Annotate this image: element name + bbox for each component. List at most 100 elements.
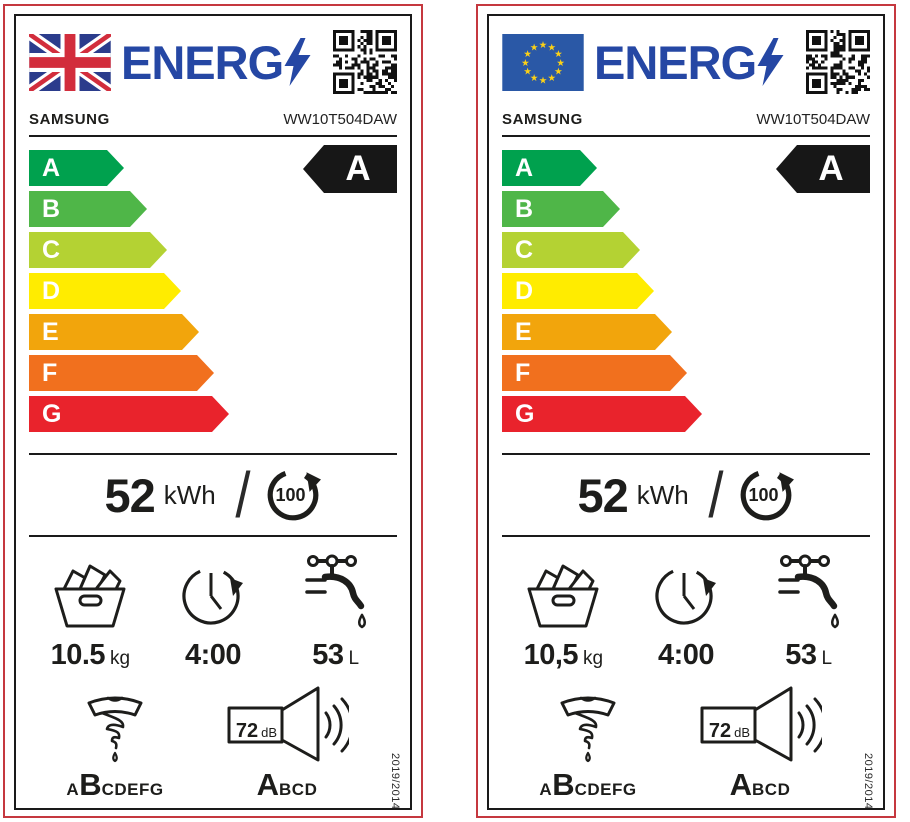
uk-flag [29, 33, 111, 91]
grade-letter: A [42, 153, 61, 182]
energy-unit: kWh [163, 479, 216, 510]
grade-letter: G [515, 399, 535, 428]
divider [29, 135, 397, 137]
scale-row-b: B [502, 191, 870, 227]
rating-arrow: A [776, 145, 870, 193]
grade-letter: G [42, 399, 62, 428]
svg-text:★: ★ [523, 66, 532, 77]
water-column: 53 L [747, 554, 870, 672]
spin-class-column: A B CDEFG [502, 691, 674, 803]
duration-value: 4:00 [657, 639, 715, 671]
noise-class-after: BCD [279, 780, 318, 799]
svg-text:★: ★ [539, 40, 548, 51]
grade-arrow-f: F [502, 355, 687, 391]
brand-name: SAMSUNG [29, 111, 110, 128]
noise-level: 72 dB [230, 720, 283, 743]
water-value: 53 [312, 639, 344, 671]
clock-icon [651, 560, 721, 630]
svg-text:★: ★ [530, 42, 539, 53]
clock-icon [178, 560, 248, 630]
cycles-indicator: 100 [264, 466, 322, 524]
energ-logo-text: ENERG [121, 35, 284, 89]
scale-row-g: G [29, 396, 397, 432]
noise-class-scale: A BCD [257, 767, 318, 803]
label-header: ENERG [29, 29, 397, 95]
class-row: A B CDEFG 72 dB A BCD 2019/2014 [29, 686, 401, 809]
energ-logo-text: ENERG [594, 35, 757, 89]
duration-column: 4:00 [625, 554, 748, 672]
svg-text:★: ★ [556, 57, 565, 68]
energy-unit: kWh [636, 479, 689, 510]
grade-arrow-b: B [29, 191, 147, 227]
svg-text:★: ★ [523, 49, 532, 60]
capacity-column: 10.5 kg [29, 554, 152, 672]
scale-row-e: E [502, 314, 870, 350]
laundry-basket-icon [527, 564, 599, 628]
capacity-unit: kg [110, 648, 131, 669]
eu-flag: ★ ★ ★★ ★★ ★★ ★★ ★★ [502, 33, 584, 91]
noise-level: 72 dB [703, 720, 756, 743]
grade-letter: E [515, 317, 532, 346]
divider [502, 135, 870, 137]
label-frame-eu: ★ ★ ★ ★ ★ ★ ★ ★ ★ ★ ★ ★ ENERG SAMSUNG WW10T504… [476, 4, 896, 818]
cycles-count: 100 [275, 484, 306, 505]
noise-column: 72 dB A BCD [201, 686, 373, 803]
capacity-value: 10.5 [50, 639, 106, 671]
svg-text:★: ★ [554, 66, 563, 77]
spin-class-before: A [539, 780, 553, 799]
capacity-column: 10,5 kg [502, 554, 625, 672]
grade-letter: C [515, 235, 534, 264]
grade-arrow-c: C [502, 232, 640, 268]
rating-arrow: A [303, 145, 397, 193]
grade-letter: F [42, 358, 58, 387]
class-row: A B CDEFG 72 dB A BCD 2019/2014 [502, 686, 874, 809]
noise-column: 72 dB A BCD [674, 686, 846, 803]
scale-row-a: A [502, 150, 870, 186]
spin-class-scale: A B CDEFG [539, 767, 636, 803]
model-number: WW10T504DAW [283, 111, 397, 128]
lightning-bolt-icon [757, 38, 784, 86]
noise-value: 72 [235, 720, 259, 742]
qr-code [333, 30, 397, 94]
duration-value: 4:00 [184, 639, 242, 671]
regulation-reference: 2019/2014 [389, 752, 401, 810]
spin-class-after: CDEFG [101, 780, 164, 799]
water-unit: L [348, 648, 360, 669]
capacity-unit: kg [583, 648, 604, 669]
brand-name: SAMSUNG [502, 111, 583, 128]
svg-text:★: ★ [548, 73, 557, 84]
grade-letter: D [515, 276, 534, 305]
energy-value: 52 [104, 468, 155, 522]
noise-unit: dB [261, 725, 278, 740]
lightning-bolt-icon [284, 38, 311, 86]
grade-arrow-c: C [29, 232, 167, 268]
qr-code [806, 30, 870, 94]
energy-label-eu: ★ ★ ★ ★ ★ ★ ★ ★ ★ ★ ★ ★ ENERG SAMSUNG WW10T504… [487, 14, 885, 810]
scale-row-f: F [502, 355, 870, 391]
spin-class-grade: B [552, 767, 575, 802]
wring-shirt-icon [87, 696, 143, 763]
brand-row: SAMSUNG WW10T504DAW [502, 111, 870, 128]
grade-letter: B [515, 194, 534, 223]
regulation-reference: 2019/2014 [862, 752, 874, 810]
grade-letter: A [515, 153, 534, 182]
consumption-row: 10,5 kg 4:00 53 L [502, 554, 870, 672]
grade-arrow-a: A [502, 150, 597, 186]
svg-text:★: ★ [548, 42, 557, 53]
scale-row-d: D [29, 273, 397, 309]
noise-class-grade: A [729, 767, 753, 802]
svg-text:★: ★ [521, 57, 530, 68]
grade-letter: F [515, 358, 531, 387]
grade-arrow-d: D [29, 273, 181, 309]
grade-letter: E [42, 317, 59, 346]
spin-class-scale: A B CDEFG [66, 767, 163, 803]
grade-arrow-f: F [29, 355, 214, 391]
scale-row-g: G [502, 396, 870, 432]
spin-class-grade: B [79, 767, 102, 802]
grade-arrow-d: D [502, 273, 654, 309]
scale-row-c: C [502, 232, 870, 268]
